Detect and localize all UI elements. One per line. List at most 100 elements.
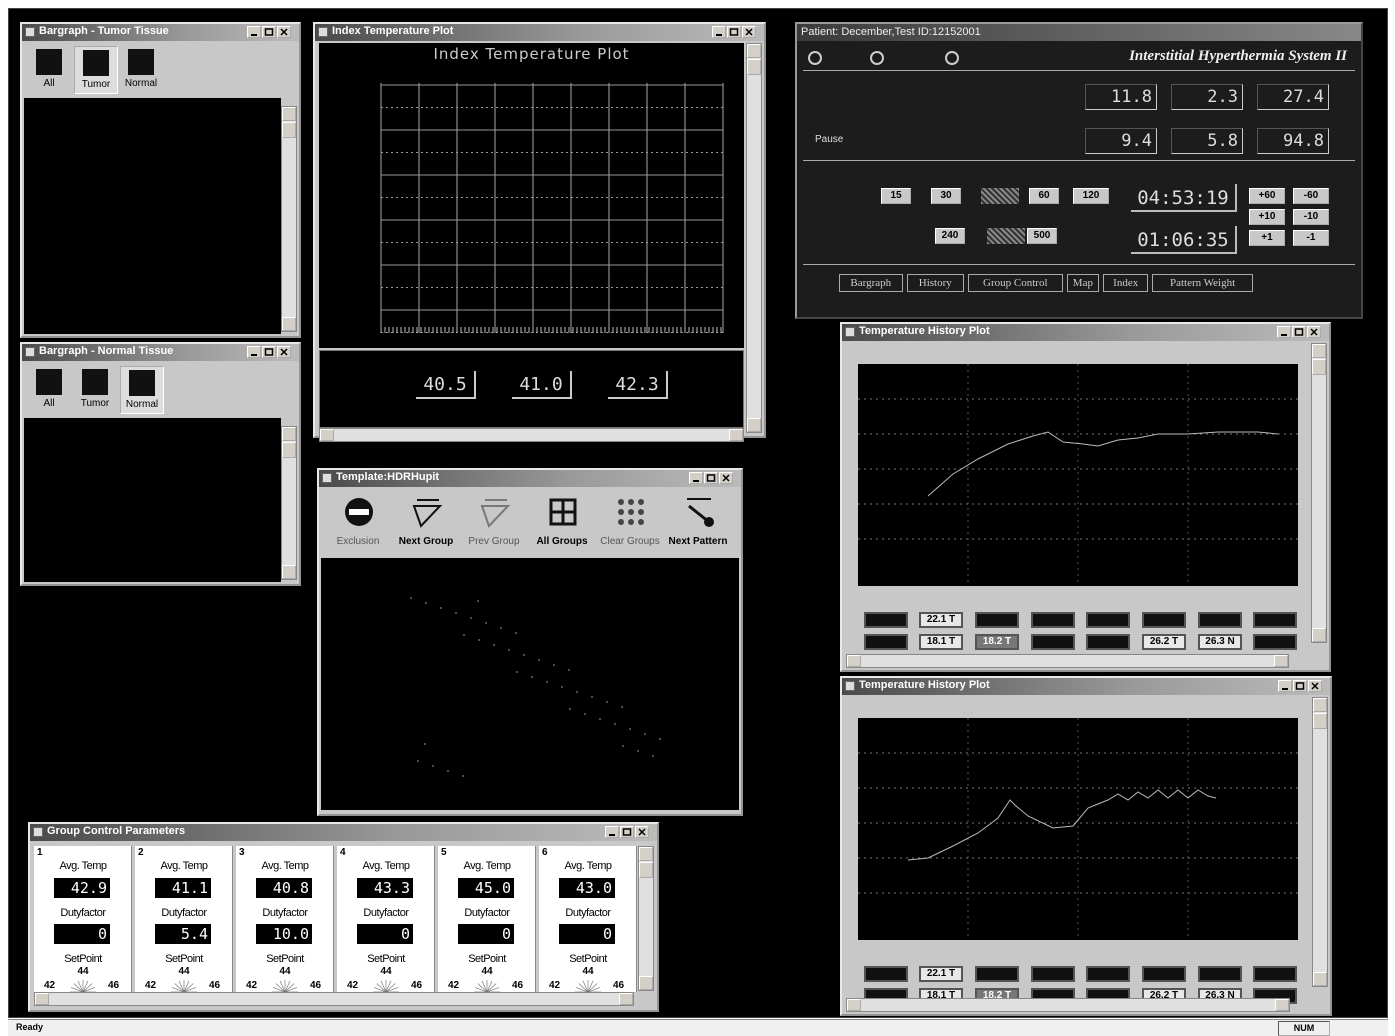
scroll-right[interactable] [729, 429, 743, 441]
minimize-button[interactable] [247, 26, 261, 38]
scroll-right[interactable] [619, 993, 633, 1005]
horizontal-scrollbar[interactable] [846, 654, 1289, 668]
vertical-scrollbar[interactable] [638, 846, 654, 991]
probe-box[interactable] [864, 634, 908, 650]
horizontal-scrollbar[interactable] [846, 998, 1290, 1012]
tissue-button[interactable]: All [28, 366, 72, 414]
adjust-button[interactable]: -60 [1293, 188, 1329, 204]
close-button[interactable] [742, 26, 756, 38]
adjust-button[interactable]: +60 [1249, 188, 1285, 204]
maximize-button[interactable] [1293, 680, 1307, 692]
vertical-scrollbar[interactable] [1311, 343, 1327, 643]
scroll-left[interactable] [847, 999, 861, 1011]
scroll-left[interactable] [320, 429, 334, 441]
vertical-scrollbar[interactable] [746, 43, 762, 433]
probe-box[interactable]: 18.1 T [919, 634, 963, 650]
tissue-button[interactable]: Tumor [74, 366, 118, 414]
scroll-left[interactable] [35, 993, 49, 1005]
probe-box[interactable] [864, 612, 908, 628]
scroll-down[interactable] [639, 976, 653, 990]
probe-box[interactable] [1031, 612, 1075, 628]
panel-tab[interactable]: Pattern Weight [1152, 274, 1253, 292]
panel-tab[interactable]: Index [1103, 274, 1149, 292]
scroll-up[interactable] [747, 44, 761, 58]
scroll-up[interactable] [282, 427, 296, 441]
range-button[interactable]: 240 [935, 228, 965, 244]
range-button[interactable]: 60 [1029, 188, 1059, 204]
maximize-button[interactable] [262, 26, 276, 38]
adjust-button[interactable]: -1 [1293, 230, 1329, 246]
tool-button[interactable]: Clear Groups [597, 492, 663, 554]
tool-button[interactable]: Exclusion [325, 492, 391, 554]
close-button[interactable] [1307, 326, 1321, 338]
scroll-right[interactable] [1274, 655, 1288, 667]
scroll-down[interactable] [282, 317, 296, 331]
close-button[interactable] [1308, 680, 1322, 692]
probe-box[interactable] [1198, 612, 1242, 628]
scroll-thumb[interactable] [282, 122, 296, 138]
scroll-up[interactable] [1312, 344, 1326, 358]
scroll-up[interactable] [282, 107, 296, 121]
adjust-button[interactable]: +10 [1249, 209, 1285, 225]
scroll-down[interactable] [747, 418, 761, 432]
range-button[interactable]: 15 [881, 188, 911, 204]
scroll-down[interactable] [1312, 628, 1326, 642]
probe-box[interactable] [1031, 634, 1075, 650]
range-button[interactable]: 120 [1073, 188, 1109, 204]
scroll-thumb[interactable] [282, 442, 296, 458]
minimize-button[interactable] [689, 472, 703, 484]
scroll-thumb[interactable] [639, 862, 653, 878]
horizontal-scrollbar[interactable] [319, 428, 744, 442]
probe-box[interactable] [1086, 966, 1130, 982]
probe-box[interactable] [1086, 612, 1130, 628]
maximize-button[interactable] [704, 472, 718, 484]
probe-box[interactable] [1086, 634, 1130, 650]
scroll-down[interactable] [282, 565, 296, 579]
close-button[interactable] [277, 26, 291, 38]
probe-box[interactable] [864, 966, 908, 982]
scroll-thumb[interactable] [1312, 359, 1326, 375]
panel-tab[interactable]: Group Control [968, 274, 1063, 292]
minimize-button[interactable] [605, 826, 619, 838]
tool-button[interactable]: Next Pattern [665, 492, 731, 554]
tissue-button[interactable]: Normal [120, 46, 164, 94]
probe-box[interactable] [975, 612, 1019, 628]
probe-box[interactable] [1253, 966, 1297, 982]
probe-box[interactable] [1198, 966, 1242, 982]
minimize-button[interactable] [1277, 326, 1291, 338]
panel-tab[interactable]: History [906, 274, 964, 292]
probe-box[interactable] [1253, 634, 1297, 650]
close-button[interactable] [719, 472, 733, 484]
probe-box[interactable] [1142, 966, 1186, 982]
probe-box[interactable] [1142, 612, 1186, 628]
panel-tab[interactable]: Bargraph [839, 274, 903, 292]
scroll-thumb[interactable] [747, 59, 761, 75]
tool-button[interactable]: All Groups [529, 492, 595, 554]
maximize-button[interactable] [620, 826, 634, 838]
tissue-button[interactable]: Tumor [74, 46, 118, 94]
maximize-button[interactable] [262, 346, 276, 358]
close-button[interactable] [277, 346, 291, 358]
vertical-scrollbar[interactable] [281, 106, 297, 332]
probe-box[interactable]: 22.1 T [919, 966, 963, 982]
minimize-button[interactable] [712, 26, 726, 38]
probe-box[interactable] [1031, 966, 1075, 982]
minimize-button[interactable] [247, 346, 261, 358]
tool-button[interactable]: Next Group [393, 492, 459, 554]
panel-tab[interactable]: Map [1066, 274, 1100, 292]
scroll-up[interactable] [1313, 698, 1327, 712]
probe-box[interactable]: 22.1 T [919, 612, 963, 628]
vertical-scrollbar[interactable] [1312, 697, 1328, 987]
scroll-left[interactable] [847, 655, 861, 667]
probe-box[interactable]: 26.2 T [1142, 634, 1186, 650]
close-button[interactable] [635, 826, 649, 838]
maximize-button[interactable] [727, 26, 741, 38]
probe-box[interactable] [1253, 612, 1297, 628]
scroll-thumb[interactable] [1313, 713, 1327, 729]
scroll-right[interactable] [1275, 999, 1289, 1011]
scroll-up[interactable] [639, 847, 653, 861]
probe-box[interactable]: 26.3 N [1198, 634, 1242, 650]
tool-button[interactable]: Prev Group [461, 492, 527, 554]
minimize-button[interactable] [1278, 680, 1292, 692]
probe-box[interactable] [975, 966, 1019, 982]
